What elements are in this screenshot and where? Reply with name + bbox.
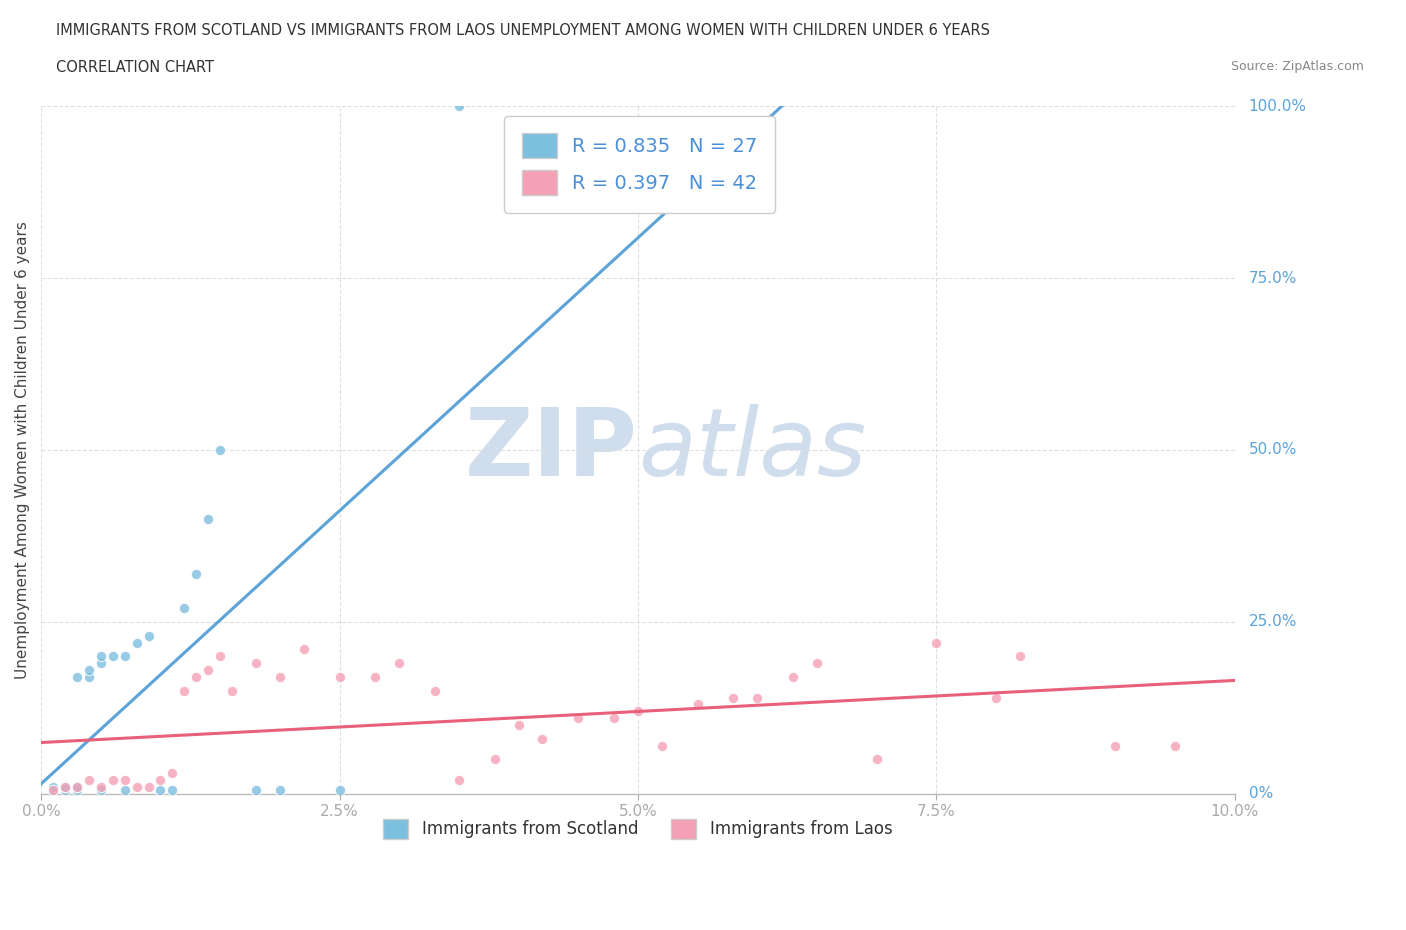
- Point: [53, 779, 76, 794]
- Text: 100.0%: 100.0%: [1249, 99, 1306, 113]
- Point: [984, 690, 1007, 705]
- Point: [114, 783, 136, 798]
- Point: [531, 731, 554, 746]
- Text: CORRELATION CHART: CORRELATION CHART: [56, 60, 214, 75]
- Point: [603, 711, 626, 725]
- Legend: Immigrants from Scotland, Immigrants from Laos: Immigrants from Scotland, Immigrants fro…: [375, 810, 901, 847]
- Point: [866, 752, 889, 767]
- Point: [138, 628, 160, 643]
- Text: IMMIGRANTS FROM SCOTLAND VS IMMIGRANTS FROM LAOS UNEMPLOYMENT AMONG WOMEN WITH C: IMMIGRANTS FROM SCOTLAND VS IMMIGRANTS F…: [56, 23, 990, 38]
- Point: [197, 662, 219, 677]
- Point: [125, 779, 148, 794]
- Point: [77, 670, 100, 684]
- Point: [209, 443, 232, 458]
- Point: [90, 656, 112, 671]
- Point: [42, 783, 65, 798]
- Point: [245, 783, 267, 798]
- Point: [197, 512, 219, 526]
- Point: [114, 649, 136, 664]
- Point: [447, 99, 470, 113]
- Point: [42, 779, 65, 794]
- Point: [209, 649, 232, 664]
- Point: [173, 601, 195, 616]
- Point: [162, 783, 184, 798]
- Point: [90, 649, 112, 664]
- Point: [90, 783, 112, 798]
- Point: [90, 779, 112, 794]
- Text: ZIP: ZIP: [465, 404, 638, 496]
- Text: 0%: 0%: [1249, 786, 1272, 802]
- Point: [221, 684, 243, 698]
- Point: [162, 765, 184, 780]
- Point: [186, 566, 208, 581]
- Point: [42, 783, 65, 798]
- Point: [747, 690, 769, 705]
- Point: [782, 670, 804, 684]
- Text: 25.0%: 25.0%: [1249, 615, 1296, 630]
- Point: [364, 670, 387, 684]
- Point: [328, 783, 350, 798]
- Point: [66, 779, 89, 794]
- Point: [806, 656, 828, 671]
- Point: [1008, 649, 1031, 664]
- Point: [269, 670, 291, 684]
- Point: [1104, 738, 1126, 753]
- Point: [484, 752, 506, 767]
- Point: [686, 697, 709, 711]
- Point: [114, 773, 136, 788]
- Point: [292, 642, 315, 657]
- Point: [508, 718, 530, 733]
- Point: [173, 684, 195, 698]
- Text: 50.0%: 50.0%: [1249, 443, 1296, 458]
- Point: [651, 738, 673, 753]
- Point: [77, 662, 100, 677]
- Point: [245, 656, 267, 671]
- Point: [77, 773, 100, 788]
- Point: [53, 779, 76, 794]
- Point: [53, 783, 76, 798]
- Point: [388, 656, 411, 671]
- Point: [567, 711, 589, 725]
- Point: [66, 783, 89, 798]
- Point: [447, 773, 470, 788]
- Point: [627, 704, 650, 719]
- Point: [186, 670, 208, 684]
- Point: [125, 635, 148, 650]
- Text: Source: ZipAtlas.com: Source: ZipAtlas.com: [1230, 60, 1364, 73]
- Point: [925, 635, 948, 650]
- Point: [101, 773, 124, 788]
- Point: [328, 670, 350, 684]
- Point: [269, 783, 291, 798]
- Point: [66, 670, 89, 684]
- Point: [66, 779, 89, 794]
- Text: 75.0%: 75.0%: [1249, 271, 1296, 286]
- Point: [138, 779, 160, 794]
- Point: [423, 684, 446, 698]
- Point: [101, 649, 124, 664]
- Y-axis label: Unemployment Among Women with Children Under 6 years: Unemployment Among Women with Children U…: [15, 221, 30, 679]
- Point: [149, 783, 172, 798]
- Text: atlas: atlas: [638, 405, 866, 496]
- Point: [1164, 738, 1187, 753]
- Point: [723, 690, 745, 705]
- Point: [149, 773, 172, 788]
